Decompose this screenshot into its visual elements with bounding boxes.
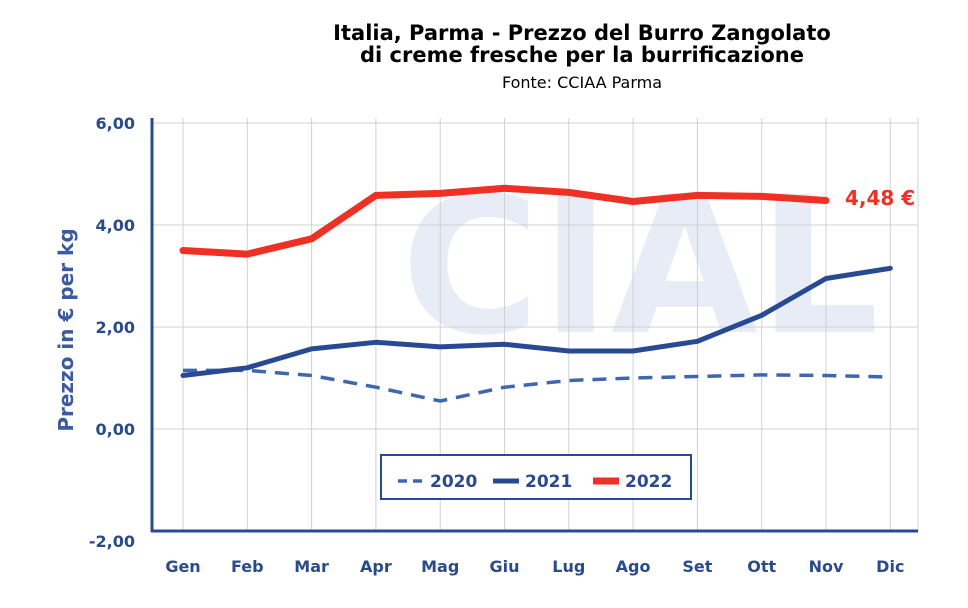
legend-label-2021: 2021 <box>525 472 572 492</box>
x-tick-label: Lug <box>552 557 585 576</box>
axes <box>150 118 918 533</box>
y-tick-label: 2,00 <box>96 318 135 337</box>
chart-title-line2: di creme fresche per la burrificazione <box>360 43 804 67</box>
x-tick-label: Dic <box>876 557 904 576</box>
chart-subtitle: Fonte: CCIAA Parma <box>502 73 662 92</box>
grid-lines <box>152 118 919 532</box>
legend-box <box>380 454 692 500</box>
x-tick-label: Mar <box>294 557 329 576</box>
y-tick-label: 6,00 <box>96 114 135 133</box>
series-line-2020 <box>183 368 891 403</box>
series-line-2022 <box>179 184 830 258</box>
chart-title-line1: Italia, Parma - Prezzo del Burro Zangola… <box>333 21 831 45</box>
series-lines <box>179 184 893 403</box>
x-tick-label: Nov <box>809 557 844 576</box>
last-value-annotation: 4,48 € <box>845 186 915 210</box>
x-tick-label: Ott <box>747 557 776 576</box>
series-line-2021 <box>180 265 893 378</box>
x-tick-label: Giu <box>489 557 519 576</box>
x-tick-label: Feb <box>231 557 264 576</box>
legend-label-2020: 2020 <box>430 472 477 492</box>
x-tick-label: Gen <box>165 557 200 576</box>
y-tick-label: -2,00 <box>89 532 135 551</box>
legend-label-2022: 2022 <box>625 472 672 492</box>
x-tick-label: Ago <box>616 557 651 576</box>
x-tick-label: Mag <box>421 557 459 576</box>
legend: 2020 2021 2022 <box>380 454 692 500</box>
x-tick-labels: Gen Feb Mar Apr Mag Giu Lug Ago Set Ott Nov Dic <box>165 557 904 576</box>
y-tick-label: 0,00 <box>96 420 135 439</box>
x-tick-label: Set <box>682 557 712 576</box>
x-tick-label: Apr <box>360 557 392 576</box>
y-axis-label: Prezzo in € per kg <box>54 228 78 431</box>
y-tick-labels: 6,00 4,00 2,00 0,00 -2,00 <box>89 114 135 551</box>
y-tick-label: 4,00 <box>96 216 135 235</box>
